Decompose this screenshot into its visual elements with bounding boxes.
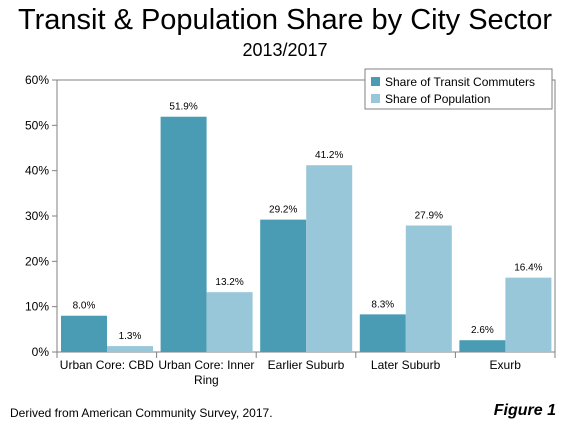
y-tick-label: 50% (25, 118, 49, 132)
bar (206, 292, 253, 352)
data-label: 51.9% (169, 102, 197, 113)
y-tick-label: 30% (25, 209, 49, 223)
data-label: 1.3% (119, 331, 142, 342)
data-label: 16.4% (514, 263, 542, 274)
legend-swatch (371, 77, 380, 86)
legend-label: Share of Population (385, 92, 490, 106)
data-label: 8.3% (371, 299, 394, 310)
y-tick-label: 0% (32, 345, 50, 359)
x-tick-label: Ring (194, 373, 219, 387)
bar (306, 165, 353, 352)
data-label: 2.6% (471, 325, 494, 336)
data-label: 27.9% (415, 211, 443, 222)
bar (459, 340, 506, 352)
legend-label: Share of Transit Commuters (385, 75, 535, 89)
x-tick-label: Later Suburb (371, 358, 441, 372)
bar (359, 314, 406, 352)
chart-title: Transit & Population Share by City Secto… (17, 4, 553, 36)
data-label: 13.2% (215, 277, 243, 288)
y-tick-label: 40% (25, 164, 49, 178)
y-tick-label: 10% (25, 300, 49, 314)
legend-box (364, 68, 553, 110)
x-tick-label: Urban Core: Inner (158, 358, 254, 372)
source-note: Derived from American Community Survey, … (10, 406, 273, 420)
bar (505, 277, 552, 352)
x-tick-label: Exurb (490, 358, 522, 372)
x-tick-label: Earlier Suburb (268, 358, 345, 372)
data-label: 8.0% (73, 301, 96, 312)
chart-subtitle: 2013/2017 (242, 40, 328, 60)
bar (61, 315, 107, 352)
figure-label: Figure 1 (493, 402, 556, 419)
data-label: 29.2% (269, 205, 297, 216)
bar (107, 346, 153, 352)
bar (160, 116, 207, 352)
x-tick-label: Urban Core: CBD (60, 358, 154, 372)
y-tick-label: 20% (25, 254, 49, 268)
legend-swatch (371, 94, 380, 103)
data-label: 41.2% (315, 150, 343, 161)
y-tick-label: 60% (25, 73, 49, 87)
bar (260, 219, 307, 352)
bar (405, 225, 452, 352)
